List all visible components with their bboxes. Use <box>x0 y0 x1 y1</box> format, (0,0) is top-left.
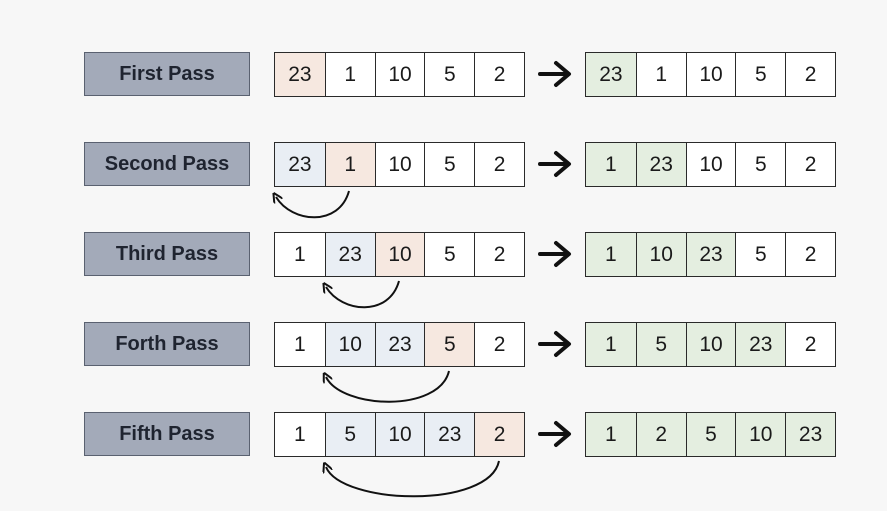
arrow-right-icon <box>538 331 571 357</box>
array-cell: 23 <box>735 323 786 366</box>
array-cell: 23 <box>424 413 475 456</box>
after-array: 1 5 10 23 2 <box>585 322 836 367</box>
array-cell: 5 <box>685 413 736 456</box>
array-cell: 5 <box>735 143 785 186</box>
array-cell: 1 <box>324 143 375 186</box>
array-cell: 5 <box>635 323 686 366</box>
array-cell: 2 <box>474 233 524 276</box>
array-cell: 10 <box>374 143 425 186</box>
array-cell: 10 <box>635 233 686 276</box>
array-cell: 23 <box>586 53 636 96</box>
array-cell: 5 <box>735 53 785 96</box>
before-array: 23 1 10 5 2 <box>274 142 525 187</box>
array-cell: 1 <box>294 242 306 266</box>
array-cell: 23 <box>635 143 686 186</box>
array-cell: 1 <box>586 323 636 366</box>
before-array: 1 23 10 5 2 <box>274 232 525 277</box>
array-cell: 5 <box>324 413 375 456</box>
pass-label: First Pass <box>84 52 250 96</box>
after-array: 1 2 5 10 23 <box>585 412 836 457</box>
curved-arrow-icon <box>326 371 450 403</box>
array-cell: 1 <box>635 53 686 96</box>
before-array: 23 1 10 5 2 <box>274 52 525 97</box>
array-cell: 5 <box>735 233 785 276</box>
array-cell: 1 <box>586 233 636 276</box>
array-cell: 23 <box>324 233 375 276</box>
array-cell: 1 <box>324 53 375 96</box>
after-array: 23 1 10 5 2 <box>585 52 836 97</box>
array-cell: 1 <box>586 413 636 456</box>
array-cell: 2 <box>785 323 835 366</box>
array-cell: 5 <box>424 233 474 276</box>
pass-label: Third Pass <box>84 232 250 276</box>
array-cell: 23 <box>685 233 736 276</box>
array-cell: 10 <box>324 323 375 366</box>
array-cell: 2 <box>785 53 835 96</box>
array-cell: 2 <box>635 413 686 456</box>
array-cell: 1 <box>294 422 306 446</box>
array-cell: 10 <box>685 53 736 96</box>
before-array: 1 5 10 23 2 <box>274 412 525 457</box>
after-array: 1 10 23 5 2 <box>585 232 836 277</box>
curved-arrow-icon <box>276 190 350 219</box>
array-cell: 2 <box>474 413 524 456</box>
array-cell: 2 <box>474 323 524 366</box>
arrow-right-icon <box>538 421 571 447</box>
array-cell: 23 <box>374 323 425 366</box>
pass-label: Forth Pass <box>84 322 250 366</box>
array-cell: 10 <box>374 53 425 96</box>
array-cell: 23 <box>785 413 835 456</box>
array-cell: 2 <box>474 143 524 186</box>
arrow-right-icon <box>538 151 571 177</box>
before-array: 1 10 23 5 2 <box>274 322 525 367</box>
array-cell: 10 <box>735 413 786 456</box>
array-cell: 2 <box>785 233 835 276</box>
array-cell: 10 <box>374 413 425 456</box>
array-cell: 1 <box>294 332 306 356</box>
curved-arrow-icon <box>326 461 500 498</box>
pass-label: Second Pass <box>84 142 250 186</box>
array-cell: 5 <box>424 53 474 96</box>
array-cell: 5 <box>424 323 475 366</box>
pass-label: Fifth Pass <box>84 412 250 456</box>
array-cell: 2 <box>785 143 835 186</box>
curved-arrow-icon <box>326 280 400 309</box>
array-cell: 2 <box>474 53 524 96</box>
array-cell: 23 <box>275 143 325 186</box>
after-array: 1 23 10 5 2 <box>585 142 836 187</box>
array-cell: 5 <box>424 143 474 186</box>
array-cell: 23 <box>275 53 325 96</box>
array-cell: 10 <box>374 233 425 276</box>
arrow-right-icon <box>538 61 571 87</box>
arrow-right-icon <box>538 241 571 267</box>
array-cell: 10 <box>685 143 736 186</box>
array-cell: 10 <box>685 323 736 366</box>
array-cell: 1 <box>586 143 636 186</box>
